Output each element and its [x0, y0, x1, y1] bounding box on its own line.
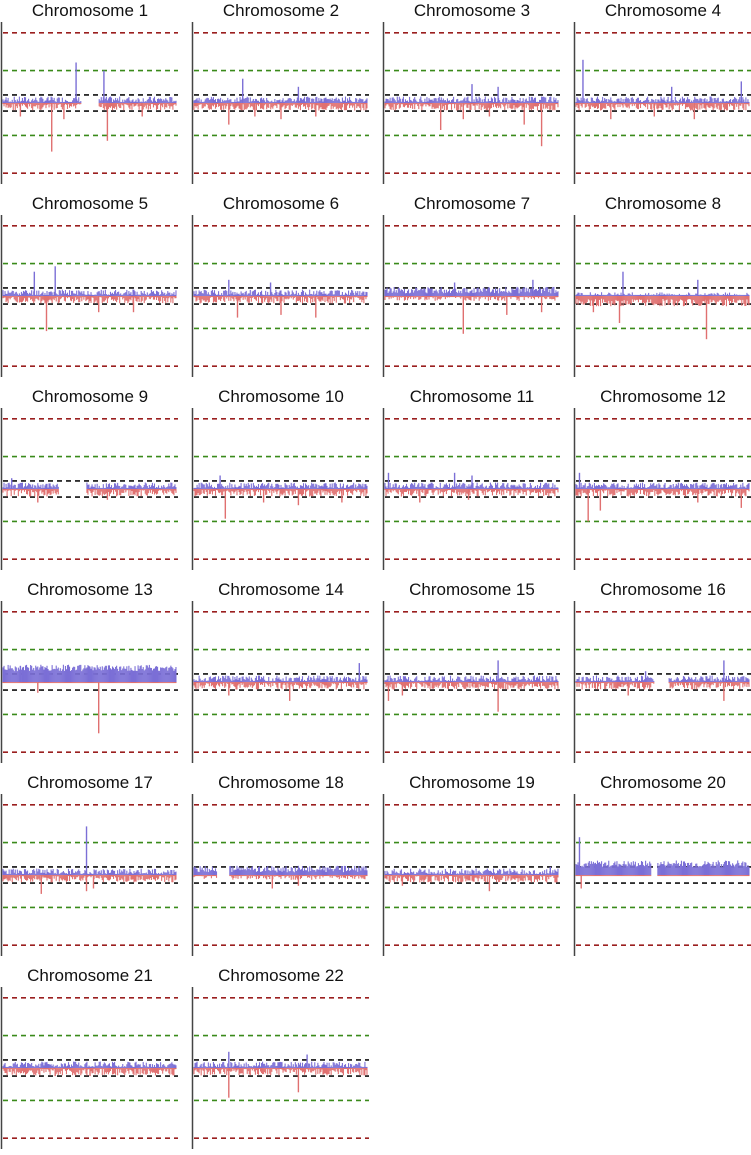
chromosome-panel: Chromosome 5 [0, 193, 188, 383]
panel-title: Chromosome 11 [382, 386, 562, 408]
chromosome-panel: Chromosome 4 [573, 0, 751, 190]
chromosome-panel: Chromosome 15 [382, 579, 570, 769]
copy-number-plot [573, 215, 751, 377]
copy-number-plot [573, 408, 751, 570]
copy-number-plot [573, 22, 751, 184]
chromosome-panel: Chromosome 1 [0, 0, 188, 190]
chromosome-panel: Chromosome 6 [191, 193, 379, 383]
panel-title: Chromosome 5 [0, 193, 180, 215]
panel-title: Chromosome 13 [0, 579, 180, 601]
chromosome-panel: Chromosome 3 [382, 0, 570, 190]
copy-number-plot [382, 22, 562, 184]
copy-number-plot [0, 215, 180, 377]
panel-title: Chromosome 2 [191, 0, 371, 22]
copy-number-plot [382, 601, 562, 763]
panel-title: Chromosome 10 [191, 386, 371, 408]
copy-number-plot [191, 215, 371, 377]
panel-title: Chromosome 12 [573, 386, 751, 408]
copy-number-plot [382, 408, 562, 570]
copy-number-plot [0, 22, 180, 184]
panel-title: Chromosome 15 [382, 579, 562, 601]
copy-number-plot [0, 601, 180, 763]
chromosome-panel: Chromosome 14 [191, 579, 379, 769]
copy-number-plot [382, 215, 562, 377]
chromosome-panel: Chromosome 2 [191, 0, 379, 190]
panel-title: Chromosome 14 [191, 579, 371, 601]
chromosome-panel: Chromosome 12 [573, 386, 751, 576]
panel-title: Chromosome 3 [382, 0, 562, 22]
panel-title: Chromosome 9 [0, 386, 180, 408]
panel-title: Chromosome 4 [573, 0, 751, 22]
panel-title: Chromosome 7 [382, 193, 562, 215]
panel-title: Chromosome 6 [191, 193, 371, 215]
chromosome-panel: Chromosome 11 [382, 386, 570, 576]
chromosome-panel: Chromosome 7 [382, 193, 570, 383]
panel-title: Chromosome 1 [0, 0, 180, 22]
copy-number-plot [191, 601, 371, 763]
copy-number-plot [0, 408, 180, 570]
panel-title: Chromosome 8 [573, 193, 751, 215]
chromosome-panel: Chromosome 8 [573, 193, 751, 383]
copy-number-plot [191, 408, 371, 570]
chromosome-panel: Chromosome 13 [0, 579, 188, 769]
chromosome-panel: Chromosome 9 [0, 386, 188, 576]
chromosome-panel: Chromosome 10 [191, 386, 379, 576]
copy-number-plot [191, 22, 371, 184]
